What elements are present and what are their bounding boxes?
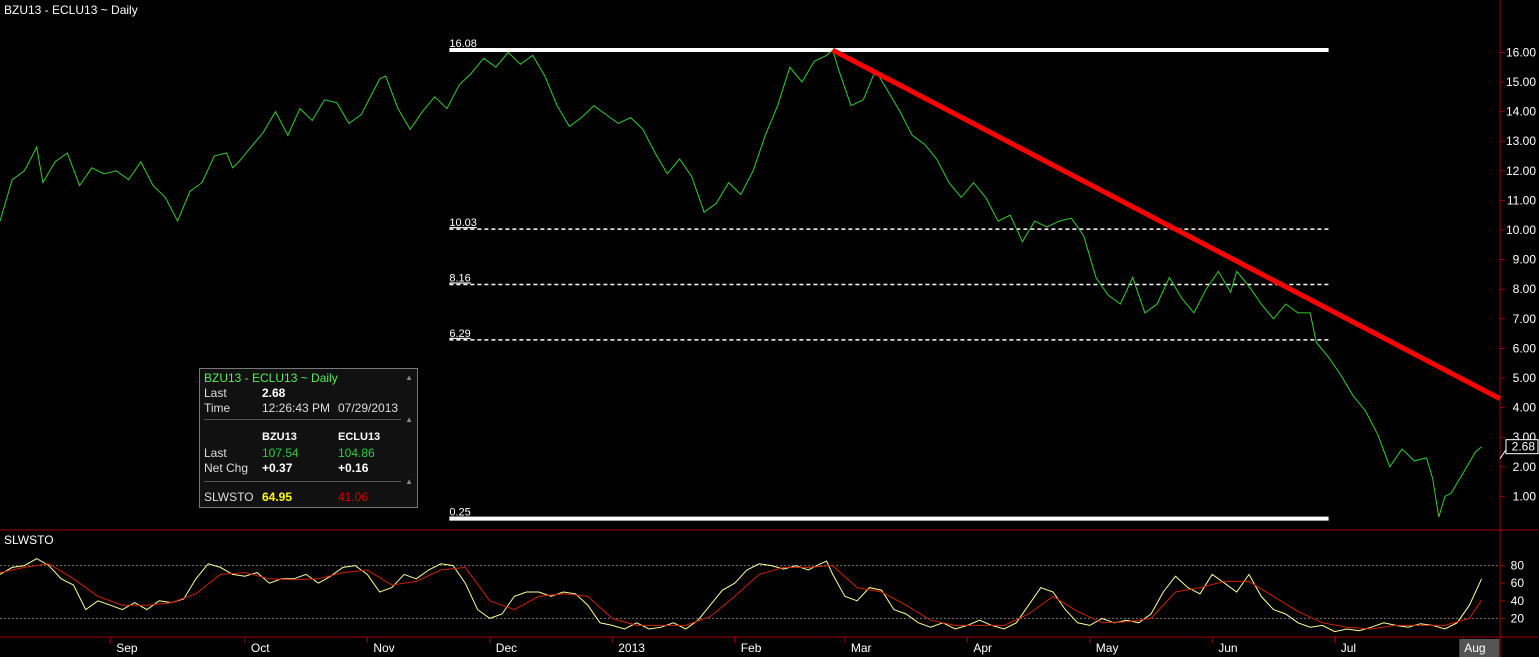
indicator-tick-label: 80	[1511, 559, 1525, 573]
scroll-icon-2[interactable]: ▲	[405, 477, 413, 486]
popup-bzu-chg: +0.37	[262, 461, 293, 475]
indicator-tick-label: 40	[1511, 594, 1525, 608]
y-tick-label: 5.00	[1513, 371, 1537, 385]
x-tick-label: Apr	[973, 641, 992, 655]
popup-last-label: Last	[204, 386, 227, 400]
data-popup[interactable]: BZU13 - ECLU13 ~ Daily ▲ Last 2.68 Time …	[199, 368, 418, 508]
x-tick-label: Sep	[116, 641, 138, 655]
y-tick-label: 11.00	[1507, 193, 1536, 207]
popup-col-eclu: ECLU13	[338, 431, 381, 443]
level-label: 10.03	[449, 217, 477, 229]
x-tick-label: Jun	[1218, 641, 1237, 655]
last-value-box	[1505, 439, 1539, 455]
y-tick-label: 7.00	[1513, 312, 1537, 326]
x-tick-label: Nov	[373, 641, 394, 655]
y-tick-label: 10.00	[1506, 223, 1536, 237]
popup-time-value: 12:26:43 PM	[262, 401, 331, 415]
indicator-tick-label: 20	[1511, 611, 1525, 625]
y-tick-label: 16.00	[1506, 45, 1536, 59]
chart-title: BZU13 - ECLU13 ~ Daily	[4, 3, 138, 17]
x-tick-label: Aug	[1464, 641, 1485, 655]
slwsto-k-line	[0, 558, 1483, 633]
y-tick-label: 8.00	[1513, 282, 1537, 296]
x-tick-label: May	[1096, 641, 1119, 655]
popup-row-last-label: Last	[204, 446, 227, 460]
popup-divider	[204, 419, 401, 420]
popup-slwsto-k: 64.95	[262, 490, 293, 504]
x-tick-label: Mar	[851, 641, 872, 655]
x-tick-highlight	[1459, 639, 1500, 657]
y-tick-label: 15.00	[1506, 75, 1536, 89]
level-label: 6.29	[449, 328, 470, 340]
popup-bzu-last: 107.54	[262, 446, 299, 460]
popup-slwsto-label: SLWSTO	[204, 490, 254, 504]
y-tick-label: 12.00	[1506, 164, 1536, 178]
indicator-title: SLWSTO	[4, 533, 54, 547]
popup-netchg-label: Net Chg	[204, 461, 249, 475]
y-tick-label: 9.00	[1513, 253, 1537, 267]
popup-title: BZU13 - ECLU13 ~ Daily	[204, 371, 338, 385]
y-tick-label: 1.00	[1513, 489, 1537, 503]
level-label: 8.16	[449, 272, 470, 284]
popup-slwsto-d: 41.06	[338, 490, 369, 504]
scroll-up-icon[interactable]: ▲	[405, 373, 413, 382]
price-series-line	[0, 49, 1482, 518]
indicator-tick-label: 60	[1511, 576, 1525, 590]
y-tick-label: 6.00	[1513, 341, 1537, 355]
slwsto-d-line	[0, 563, 1483, 630]
x-tick-label: Feb	[741, 641, 762, 655]
x-tick-label: Dec	[496, 641, 517, 655]
y-tick-label: 13.00	[1506, 134, 1536, 148]
popup-date-value: 07/29/2013	[338, 401, 399, 415]
y-tick-label: 2.00	[1513, 460, 1537, 474]
popup-col-bzu: BZU13	[262, 431, 297, 443]
x-tick-label: 2013	[618, 641, 645, 655]
level-label: 16.08	[449, 38, 477, 50]
level-label: 0.25	[449, 507, 470, 519]
popup-eclu-last: 104.86	[338, 446, 375, 460]
x-tick-label: Jul	[1341, 641, 1356, 655]
popup-last-value: 2.68	[262, 386, 286, 400]
popup-eclu-chg: +0.16	[338, 461, 369, 475]
last-value-label: 2.68	[1512, 440, 1536, 454]
trendline	[831, 47, 1502, 401]
scroll-icon[interactable]: ▲	[405, 415, 413, 424]
y-tick-label: 14.00	[1506, 105, 1536, 119]
y-tick-label: 4.00	[1513, 401, 1537, 415]
popup-divider-2	[204, 481, 401, 482]
x-tick-label: Oct	[251, 641, 270, 655]
popup-time-label: Time	[204, 401, 231, 415]
